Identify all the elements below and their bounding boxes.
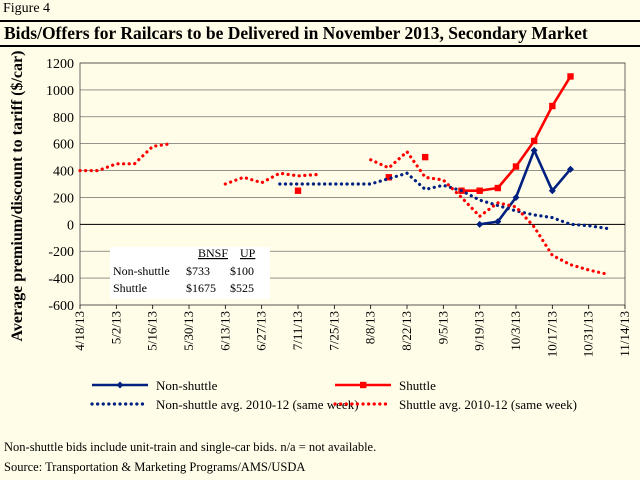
shuttle-point bbox=[494, 184, 502, 192]
x-tick-label: 7/11/13 bbox=[290, 311, 305, 350]
nonshuttle-avg-line bbox=[278, 171, 609, 230]
title-bar: Bids/Offers for Railcars to be Delivered… bbox=[0, 20, 640, 47]
legend-label: Non-shuttle avg. 2010-12 (same week) bbox=[156, 397, 359, 412]
inset-table-cell: $100 bbox=[230, 264, 254, 278]
x-tick-label: 11/14/13 bbox=[617, 311, 632, 357]
nonshuttle-point bbox=[512, 193, 520, 201]
source-note: Source: Transportation & Marketing Progr… bbox=[4, 460, 306, 474]
x-tick-label: 6/27/13 bbox=[254, 311, 269, 351]
shuttle-line bbox=[461, 75, 572, 192]
y-tick-label: 200 bbox=[53, 191, 74, 206]
y-tick-label: 600 bbox=[53, 138, 74, 153]
inset-table-cell: Non-shuttle bbox=[113, 264, 170, 278]
x-tick-label: 5/2/13 bbox=[108, 311, 123, 344]
chart-title: Bids/Offers for Railcars to be Delivered… bbox=[4, 23, 588, 43]
shuttle-point bbox=[530, 137, 538, 145]
shuttle-point bbox=[567, 73, 574, 80]
legend-label: Non-shuttle bbox=[156, 378, 218, 393]
y-tick-label: 1200 bbox=[46, 57, 74, 72]
shuttle-point bbox=[294, 187, 302, 194]
x-tick-label: 10/31/13 bbox=[581, 311, 596, 357]
x-tick-label: 5/30/13 bbox=[181, 311, 196, 351]
inset-table-header: UP bbox=[240, 246, 256, 260]
footnote: Non-shuttle bids include unit-train and … bbox=[4, 440, 377, 454]
x-tick-label: 6/13/13 bbox=[217, 311, 232, 351]
y-tick-label: 800 bbox=[53, 111, 74, 126]
inset-table-cell: $1675 bbox=[186, 281, 216, 295]
y-tick-label: 1000 bbox=[46, 84, 74, 99]
x-tick-label: 10/3/13 bbox=[508, 311, 523, 351]
shuttle-point bbox=[385, 174, 393, 181]
y-tick-label: 400 bbox=[53, 165, 74, 180]
x-tick-label: 8/8/13 bbox=[363, 311, 378, 344]
shuttle-avg-line bbox=[78, 142, 173, 173]
nonshuttle-point bbox=[548, 187, 556, 195]
shuttle-point bbox=[512, 163, 520, 170]
shuttle-point bbox=[421, 153, 429, 161]
y-axis-label: Average premium/discount to tariff ($/ca… bbox=[9, 51, 26, 342]
inset-table-box bbox=[110, 247, 270, 299]
inset-table-cell: Shuttle bbox=[113, 281, 147, 295]
chart-area: 1200 1000 800 600 400 200 0 -200 -400 -6004/18/13… bbox=[9, 51, 632, 412]
figure-label: Figure 4 bbox=[3, 1, 51, 16]
shuttle-avg-line bbox=[223, 171, 318, 186]
plot-frame bbox=[79, 62, 626, 306]
y-tick-label: 0 bbox=[67, 218, 74, 233]
x-tick-label: 7/25/13 bbox=[326, 311, 341, 351]
inset-table-cell: $733 bbox=[186, 264, 210, 278]
x-tick-label: 9/5/13 bbox=[435, 311, 450, 344]
inset-table-header: BNSF bbox=[198, 246, 228, 260]
y-tick-label: -600 bbox=[48, 299, 74, 314]
x-tick-label: 8/22/13 bbox=[399, 311, 414, 351]
x-tick-label: 4/18/13 bbox=[72, 311, 87, 351]
inset-table-cell: $525 bbox=[230, 281, 254, 295]
legend-label: Shuttle avg. 2010-12 (same week) bbox=[399, 397, 577, 412]
legend-label: Shuttle bbox=[399, 378, 436, 393]
nonshuttle-point bbox=[494, 218, 502, 226]
shuttle-point bbox=[476, 187, 483, 194]
nonshuttle-point bbox=[476, 220, 484, 228]
nonshuttle-point bbox=[530, 146, 538, 154]
x-tick-label: 9/19/13 bbox=[472, 311, 487, 351]
x-tick-label: 10/17/13 bbox=[544, 311, 559, 357]
y-tick-label: -400 bbox=[48, 272, 74, 287]
shuttle-avg-line bbox=[369, 150, 609, 276]
y-tick-label: -200 bbox=[48, 245, 74, 260]
nonshuttle-point bbox=[567, 165, 574, 173]
shuttle-point bbox=[549, 102, 556, 110]
legend-marker bbox=[360, 381, 367, 389]
x-tick-label: 5/16/13 bbox=[145, 311, 160, 351]
legend-marker bbox=[116, 381, 124, 389]
